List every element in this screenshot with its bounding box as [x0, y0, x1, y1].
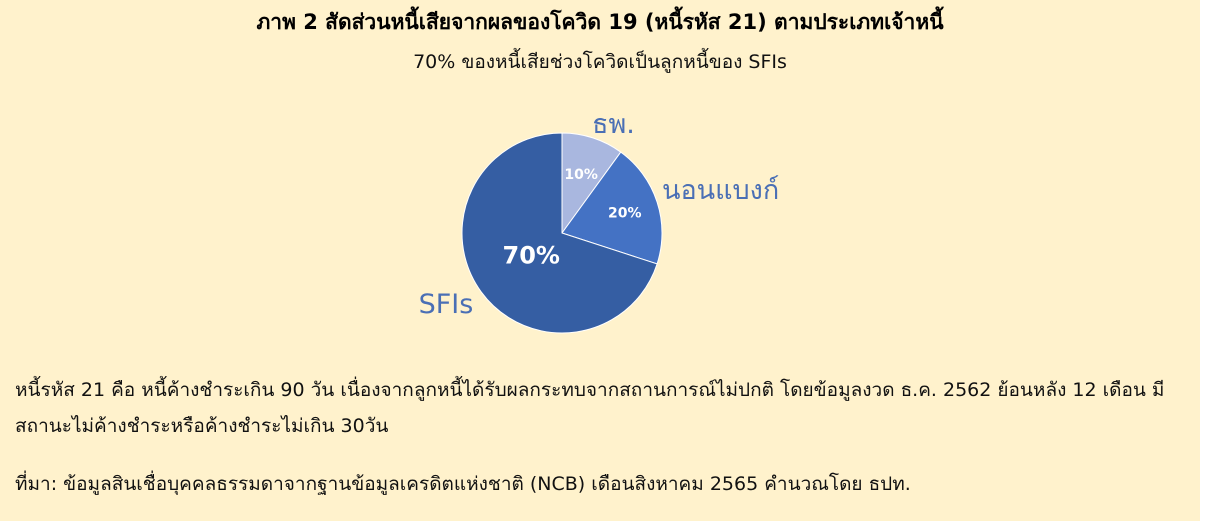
pie-slice-2 — [461, 132, 658, 334]
pie-slice-1 — [561, 151, 663, 265]
slice-value-label-2: 70% — [503, 242, 560, 270]
pie-chart: 10% ธพ. 20% นอนแบงก์ 70% SFIs — [419, 109, 779, 334]
slice-category-label-0: ธพ. — [592, 109, 635, 140]
slice-value-label-1: 20% — [608, 206, 642, 222]
chart-title: ภาพ 2 สัดส่วนหนี้เสียจากผลของโควิด 19 (ห… — [256, 10, 944, 34]
definition-note: หนี้รหัส 21 คือ หนี้ค้างชำระเกิน 90 วัน … — [15, 379, 1165, 437]
chart-subtitle: 70% ของหนี้เสียช่วงโควิดเป็นลูกหนี้ของ S… — [413, 51, 787, 73]
source-note: ที่มา: ข้อมูลสินเชื่อบุคคลธรรมดาจากฐานข้… — [15, 473, 911, 495]
slice-category-label-1: นอนแบงก์ — [662, 174, 779, 206]
slice-value-label-0: 10% — [564, 167, 598, 183]
slice-category-label-2: SFIs — [419, 289, 474, 320]
